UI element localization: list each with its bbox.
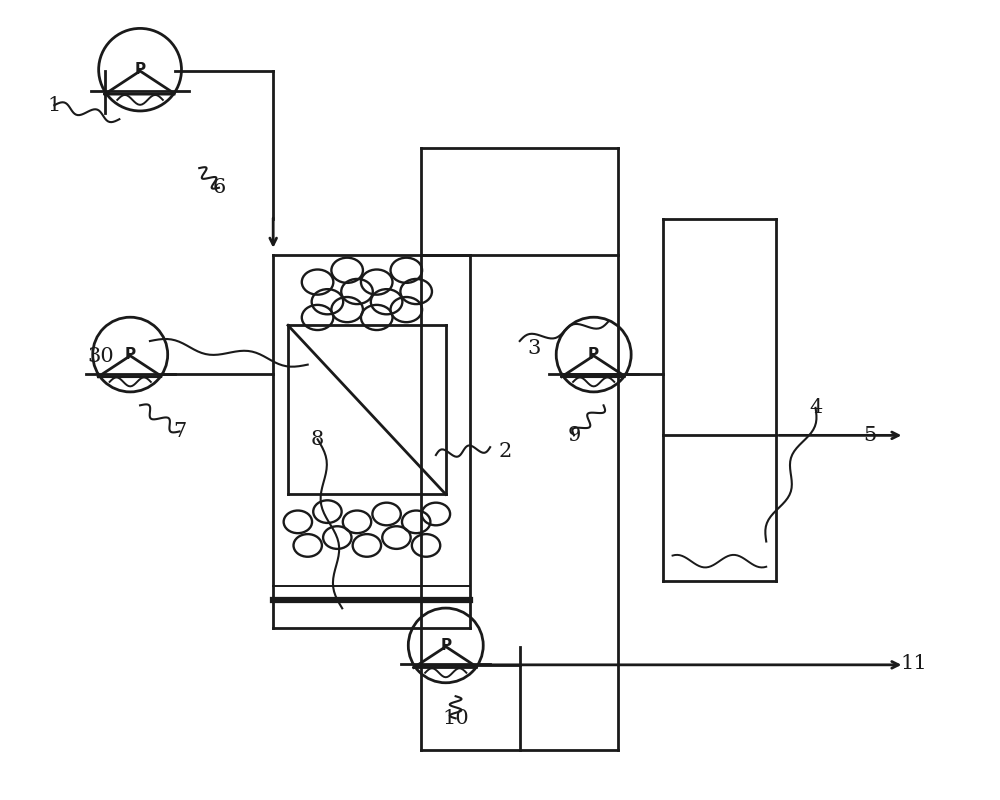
Text: 8: 8 (311, 430, 324, 449)
Text: 10: 10 (442, 709, 469, 728)
Text: 3: 3 (528, 339, 541, 358)
Text: 5: 5 (863, 426, 876, 445)
Text: 6: 6 (212, 178, 226, 198)
Text: 11: 11 (901, 654, 928, 673)
Text: 4: 4 (809, 398, 822, 418)
Text: P: P (135, 62, 146, 77)
Text: P: P (125, 347, 136, 362)
Text: 7: 7 (173, 422, 186, 441)
Text: P: P (588, 347, 599, 362)
Text: 9: 9 (567, 426, 581, 445)
Text: P: P (440, 638, 451, 653)
Text: 1: 1 (48, 96, 61, 114)
Text: 2: 2 (498, 442, 512, 461)
Text: 30: 30 (87, 347, 114, 366)
